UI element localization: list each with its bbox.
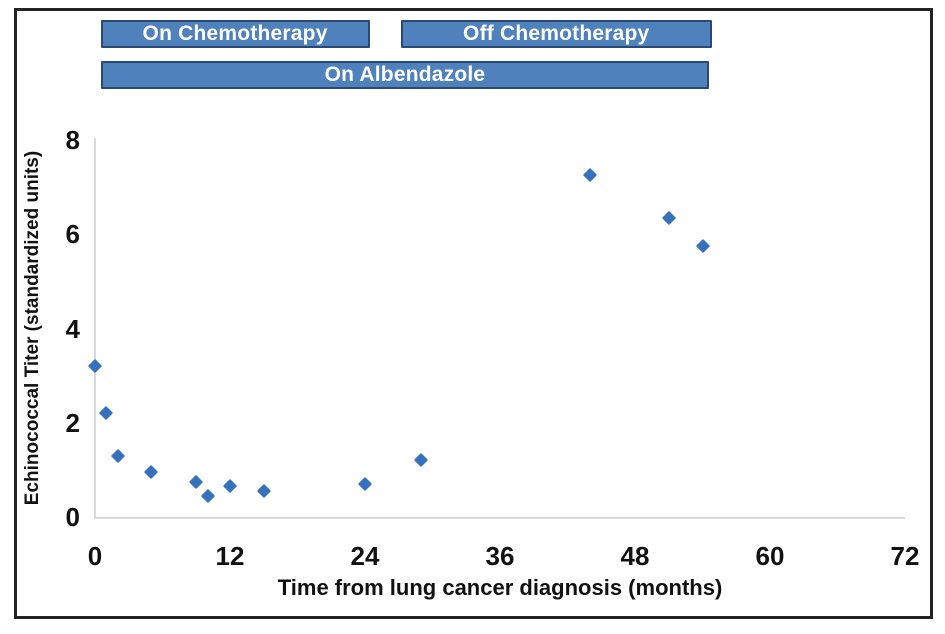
x-tick-label: 0	[87, 541, 103, 571]
chart-frame	[14, 8, 933, 619]
x-tick-label: 24	[350, 541, 380, 571]
y-tick-label: 8	[65, 125, 80, 155]
x-axis-title: Time from lung cancer diagnosis (months)	[277, 575, 723, 600]
x-tick-label: 60	[755, 541, 785, 571]
x-tick-label: 12	[215, 541, 245, 571]
banner-off-chemotherapy: Off Chemotherapy	[401, 20, 712, 48]
y-tick-label: 6	[65, 219, 80, 250]
x-tick-label: 72	[890, 541, 920, 571]
y-tick-label: 4	[65, 313, 80, 344]
x-axis-line	[94, 517, 905, 519]
y-axis-line	[94, 138, 96, 519]
y-tick-label: 2	[65, 407, 80, 438]
x-tick-label: 36	[485, 541, 515, 571]
y-tick-label: 0	[65, 502, 80, 532]
banner-on-albendazole: On Albendazole	[100, 61, 710, 89]
banner-on-chemotherapy: On Chemotherapy	[100, 20, 370, 48]
x-tick-label: 48	[620, 541, 650, 571]
